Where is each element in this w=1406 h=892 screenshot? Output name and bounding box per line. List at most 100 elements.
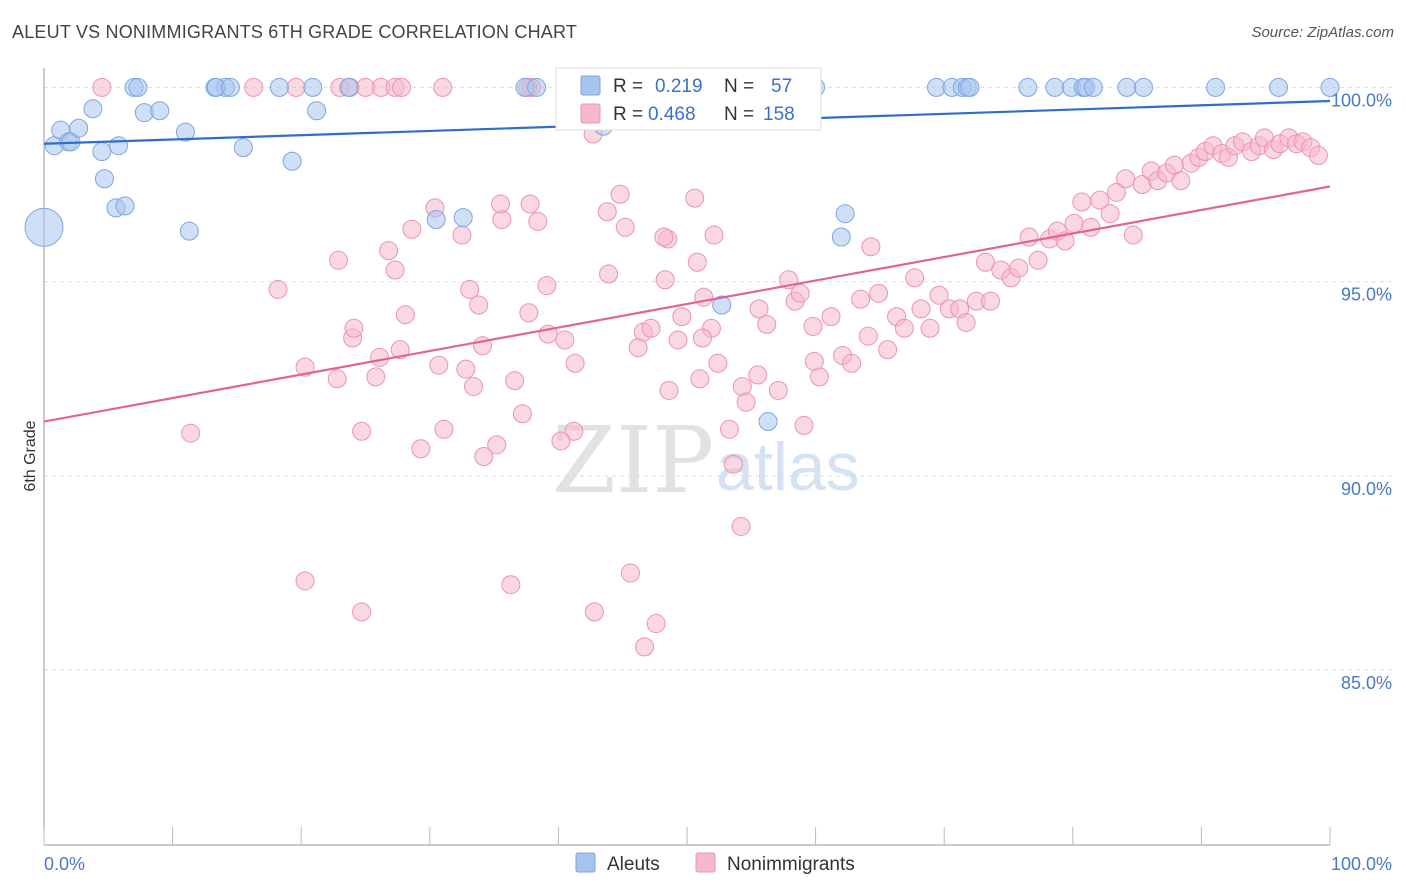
data-point [487,435,507,455]
data-point [295,571,315,591]
data-point [712,295,732,315]
data-point [749,299,769,319]
bottom-legend-label-aleuts: Aleuts [607,854,660,875]
data-point [641,318,661,338]
data-point [692,328,712,348]
data-point [109,136,129,156]
data-point [980,291,1000,311]
data-point [433,77,453,97]
data-point [748,365,768,385]
data-point [385,260,405,280]
data-point [790,283,810,303]
data-point [220,77,240,97]
data-point [620,563,640,583]
data-point [115,196,135,216]
bottom-legend-label-nonimmigrants: Nonimmigrants [727,854,855,875]
data-point [456,359,476,379]
data-point [233,138,253,158]
data-point [723,454,743,474]
data-point [851,289,871,309]
data-point [366,367,386,387]
data-point [804,351,824,371]
data-point [956,312,976,332]
data-point [392,77,412,97]
data-point [370,347,390,367]
data-point [719,419,739,439]
data-point [1123,225,1143,245]
data-point [821,307,841,327]
data-point [474,447,494,466]
data-point [1269,77,1289,97]
legend-r-label-aleuts: R = [613,76,643,97]
data-point [1206,77,1226,97]
data-point [687,252,707,272]
data-point [768,380,788,400]
data-point [429,355,449,375]
data-point [505,371,525,391]
bottom-legend-swatch-nonimmigrants [695,852,716,873]
data-point [327,369,347,389]
data-point [1009,258,1029,278]
data-point [395,305,415,325]
data-point [551,431,571,451]
data-point [975,252,995,272]
data-point [1100,204,1120,224]
data-point [655,270,675,290]
chart-title: ALEUT VS NONIMMIGRANTS 6TH GRADE CORRELA… [12,22,578,42]
data-point [861,237,881,257]
data-point [929,285,949,305]
data-point [758,412,778,432]
legend-r-value-aleuts: 0.219 [655,76,703,97]
data-point [831,227,851,247]
legend-r-label-nonimmigrants: R = [613,104,643,125]
data-point [352,602,372,622]
y-tick-label: 85.0% [1341,673,1392,693]
data-point [672,307,692,327]
data-point [565,353,585,373]
data-point [390,340,410,360]
data-point [24,207,64,247]
legend-swatch-aleuts [580,75,601,96]
data-point [520,194,540,214]
data-point [268,279,288,299]
y-tick-label: 100.0% [1331,90,1392,110]
data-point [286,77,306,97]
data-point [181,423,201,443]
data-point [794,415,814,435]
data-point [150,101,170,121]
data-point [694,287,714,307]
data-point [835,204,855,224]
data-point [869,283,889,303]
top-legend: R = 0.219 N = 57 R = 0.468 N = 158 [555,67,822,131]
data-point [469,295,489,315]
data-point [1320,77,1340,97]
data-point [92,77,112,97]
data-point [453,208,473,228]
data-point [328,250,348,270]
data-point [1083,77,1103,97]
data-point [512,404,532,424]
data-point [757,314,777,334]
data-point [635,637,655,657]
data-point [402,219,422,239]
data-point [352,421,372,441]
data-point [894,318,914,338]
data-point [615,217,635,237]
data-point [1107,182,1127,202]
bottom-legend-swatch-aleuts [575,852,596,873]
data-point [269,77,289,97]
data-point [920,318,940,338]
data-point [599,264,619,284]
data-point [464,377,484,397]
x-tick-label-max: 100.0% [1331,854,1392,874]
data-point [597,202,617,222]
data-point [519,303,539,323]
data-point [732,377,752,397]
y-tick-label: 90.0% [1341,479,1392,499]
data-point [659,380,679,400]
data-point [537,276,557,296]
data-point [731,516,751,536]
data-point [295,357,315,377]
data-point [654,227,674,247]
